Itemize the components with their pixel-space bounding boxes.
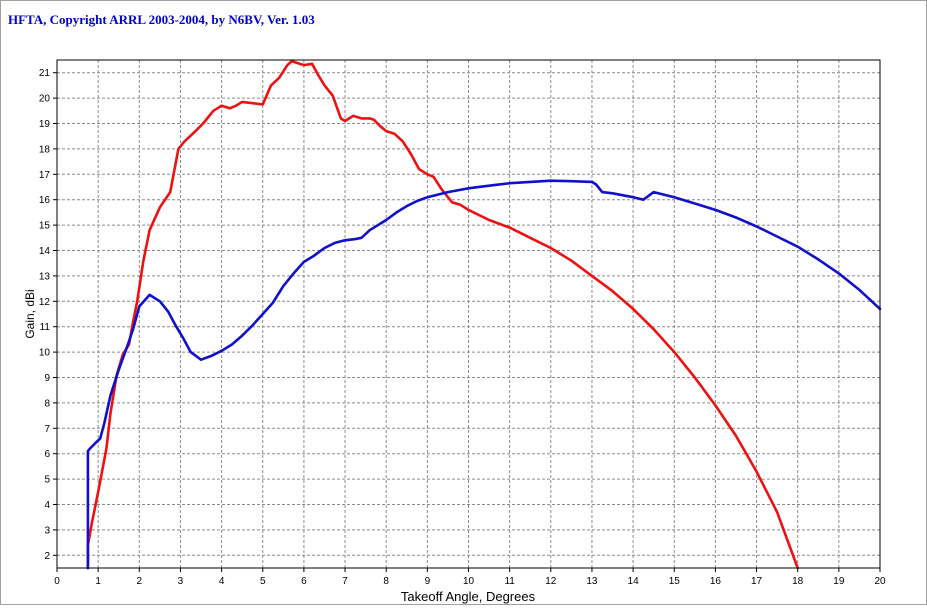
x-tick-label: 20 [874, 576, 886, 587]
x-tick-label: 5 [260, 576, 266, 587]
x-tick-label: 9 [425, 576, 431, 587]
y-tick-label: 15 [39, 221, 51, 232]
y-tick-label: 18 [39, 144, 51, 155]
x-tick-label: 6 [301, 576, 307, 587]
series-line-2 [86, 179, 882, 570]
x-axis-label: Takeoff Angle, Degrees [401, 589, 536, 604]
y-tick-label: 10 [39, 348, 51, 359]
y-tick-label: 4 [44, 500, 50, 511]
y-tick-label: 11 [40, 322, 51, 333]
x-tick-label: 8 [383, 576, 389, 587]
y-tick-labels: 2 3 4 5 6 7 8 9 10 11 12 13 14 15 16 17 18 19 20 21 [39, 68, 57, 562]
x-tick-label: 16 [710, 576, 722, 587]
y-tick-label: 2 [44, 551, 50, 562]
y-tick-label: 12 [39, 297, 51, 308]
x-tick-label: 3 [178, 576, 184, 587]
window-title: HFTA, Copyright ARRL 2003-2004, by N6BV,… [8, 12, 315, 27]
series-line-1 [86, 59, 800, 570]
y-tick-label: 5 [44, 475, 50, 486]
series-lines [86, 59, 882, 570]
x-tick-label: 12 [545, 576, 557, 587]
y-tick-label: 6 [44, 449, 50, 460]
x-tick-label: 0 [54, 576, 60, 587]
y-tick-label: 21 [39, 68, 51, 79]
y-tick-label: 19 [39, 119, 51, 130]
x-tick-label: 17 [751, 576, 763, 587]
x-tick-label: 13 [586, 576, 598, 587]
y-tick-label: 8 [44, 398, 50, 409]
x-tick-label: 4 [219, 576, 225, 587]
y-tick-label: 14 [39, 246, 51, 257]
x-tick-label: 10 [463, 576, 475, 587]
y-tick-label: 16 [39, 195, 51, 206]
x-tick-label: 18 [792, 576, 804, 587]
x-tick-label: 11 [504, 576, 515, 587]
x-tick-label: 19 [833, 576, 845, 587]
y-tick-label: 3 [44, 525, 50, 536]
y-axis-label: Gain, dBi [23, 289, 37, 338]
y-tick-label: 7 [44, 424, 50, 435]
x-tick-label: 1 [95, 576, 101, 587]
x-tick-label: 14 [628, 576, 640, 587]
plot-area [57, 60, 880, 568]
y-tick-label: 20 [39, 94, 51, 105]
y-tick-label: 17 [39, 170, 51, 181]
x-tick-label: 7 [342, 576, 348, 587]
grid [57, 60, 880, 568]
x-tick-labels: 0 1 2 3 4 5 6 7 8 9 10 11 12 13 14 15 16 17 18 19 20 [54, 568, 886, 587]
y-tick-label: 9 [44, 373, 50, 384]
x-tick-label: 15 [669, 576, 681, 587]
x-tick-label: 2 [137, 576, 143, 587]
y-tick-label: 13 [39, 271, 51, 282]
